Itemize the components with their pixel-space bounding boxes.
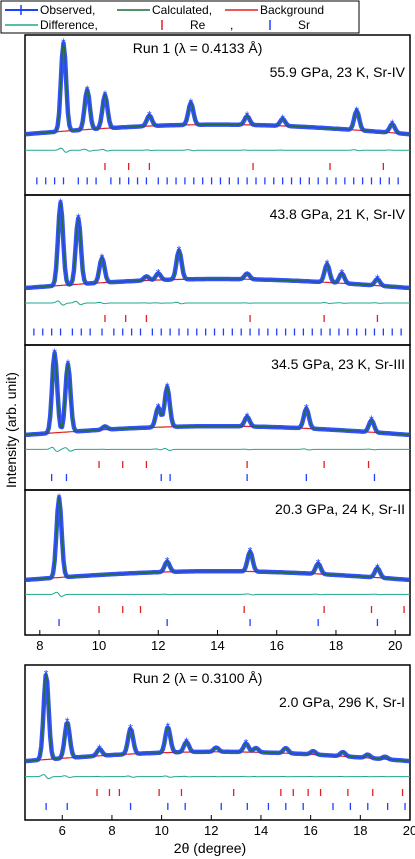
panel-frame	[24, 664, 411, 821]
calculated-series	[24, 202, 411, 289]
x-tick-label: 10	[154, 823, 168, 838]
observed-peak-marker: *	[103, 88, 108, 102]
observed-peak-marker: *	[316, 557, 321, 571]
observed-peak-marker: *	[304, 401, 309, 415]
x-axis-label: 2θ (degree)	[174, 840, 246, 856]
legend-observed-label: Observed,	[40, 3, 95, 17]
observed-peak-marker: *	[165, 720, 170, 734]
run-label: Run 2 (λ = 0.3100 Å)	[133, 670, 263, 686]
observed-peak-marker: *	[184, 735, 189, 749]
observed-peak-marker: *	[369, 413, 374, 427]
difference-curve	[25, 300, 410, 306]
panels: * * * * * * * * * Run 1 (λ = 0.4133 Å) 55.9 GPa, 2…	[24, 34, 415, 838]
observed-peak-marker: *	[156, 400, 161, 414]
observed-peak-marker: *	[244, 737, 249, 751]
difference-curve	[25, 147, 410, 153]
observed-peak-marker: *	[375, 272, 380, 286]
observed-peak-marker: *	[61, 36, 66, 50]
observed-peak-marker: *	[245, 109, 250, 123]
observed-peak-marker: *	[165, 555, 170, 569]
observed-peak-marker: *	[147, 108, 152, 122]
panel-4: * * * * * 20.3 GPa, 24 K, Sr-II 8 10 12 14 16 18 20	[24, 489, 411, 653]
observed-peak-marker: *	[325, 257, 330, 271]
observed-peak-marker: *	[156, 266, 161, 280]
observed-peak-marker: *	[177, 244, 182, 258]
y-axis-label: Intensity (arb. unit)	[3, 372, 19, 488]
difference-curve	[25, 591, 410, 597]
observed-peak-marker: *	[165, 380, 170, 394]
x-tick-label: 14	[254, 823, 268, 838]
observed-peak-marker: *	[85, 83, 90, 97]
panel-5: * * * * * * * Run 2 (λ = 0.3100 Å) 2.0 GPa, 296 …	[24, 664, 415, 838]
run-label: Run 1 (λ = 0.4133 Å)	[133, 40, 263, 56]
condition-label: 2.0 GPa, 296 K, Sr-I	[279, 694, 405, 710]
observed-peak-marker: *	[280, 112, 285, 126]
difference-curve	[25, 774, 410, 780]
observed-peak-marker: *	[248, 545, 253, 559]
difference-curve	[25, 446, 410, 453]
legend-background-label: Background	[260, 3, 324, 17]
legend-separator: ,	[230, 18, 233, 32]
observed-peak-marker: *	[66, 357, 71, 371]
condition-label: 43.8 GPa, 21 K, Sr-IV	[270, 206, 406, 222]
x-tick-label: 20	[388, 638, 402, 653]
x-tick-label: 8	[108, 823, 115, 838]
calculated-series	[24, 674, 411, 762]
observed-peak-marker: *	[97, 742, 102, 756]
legend-calculated-label: Calculated,	[152, 3, 212, 17]
x-tick-label: 10	[92, 638, 106, 653]
observed-peak-marker: *	[354, 104, 359, 118]
legend: Observed, Calculated, Background Differe…	[0, 0, 360, 34]
condition-label: 55.9 GPa, 23 K, Sr-IV	[270, 64, 406, 80]
legend-observed-symbol	[5, 5, 38, 15]
observed-peak-marker: *	[57, 491, 62, 505]
x-tick-label: 18	[353, 823, 367, 838]
calculated-series	[24, 43, 411, 135]
observed-peak-marker: *	[76, 211, 81, 225]
x-tick-label: 16	[269, 638, 283, 653]
panel-3: * * * * * * * 34.5 GPa, 23 K, Sr-III	[24, 344, 411, 491]
observed-peak-marker: *	[58, 196, 63, 210]
x-tick-label: 14	[210, 638, 224, 653]
condition-label: 20.3 GPa, 24 K, Sr-II	[275, 501, 405, 517]
observed-peak-marker: *	[375, 561, 380, 575]
x-tick-label: 16	[303, 823, 317, 838]
observed-peak-marker: *	[100, 251, 105, 265]
observed-peak-marker: *	[189, 96, 194, 110]
legend-sr-label: Sr	[298, 18, 310, 32]
calculated-series	[24, 496, 411, 581]
legend-difference-label: Difference,	[40, 18, 98, 32]
legend-box	[0, 0, 360, 34]
observed-peak-marker: *	[65, 715, 70, 729]
legend-re-label: Re	[190, 18, 206, 32]
observed-peak-marker: *	[128, 721, 133, 735]
condition-label: 34.5 GPa, 23 K, Sr-III	[271, 356, 405, 372]
calculated-series	[24, 353, 411, 436]
observed-peak-marker: *	[44, 667, 49, 681]
panel-1: * * * * * * * * * Run 1 (λ = 0.4133 Å) 55.9 GPa, 2…	[24, 34, 411, 196]
x-tick-label: 8	[36, 638, 43, 653]
x-tick-label: 20	[403, 823, 415, 838]
panel-2: * * * * * * * * 43.8 GPa, 21 K, Sr-IV	[24, 194, 411, 346]
observed-peak-marker: *	[340, 266, 345, 280]
x-tick-label: 12	[151, 638, 165, 653]
x-tick-label: 6	[59, 823, 66, 838]
observed-peak-marker: *	[52, 346, 57, 360]
observed-peak-marker: *	[245, 410, 250, 424]
x-tick-label: 12	[204, 823, 218, 838]
x-tick-label: 18	[329, 638, 343, 653]
observed-peak-marker: *	[390, 117, 395, 131]
